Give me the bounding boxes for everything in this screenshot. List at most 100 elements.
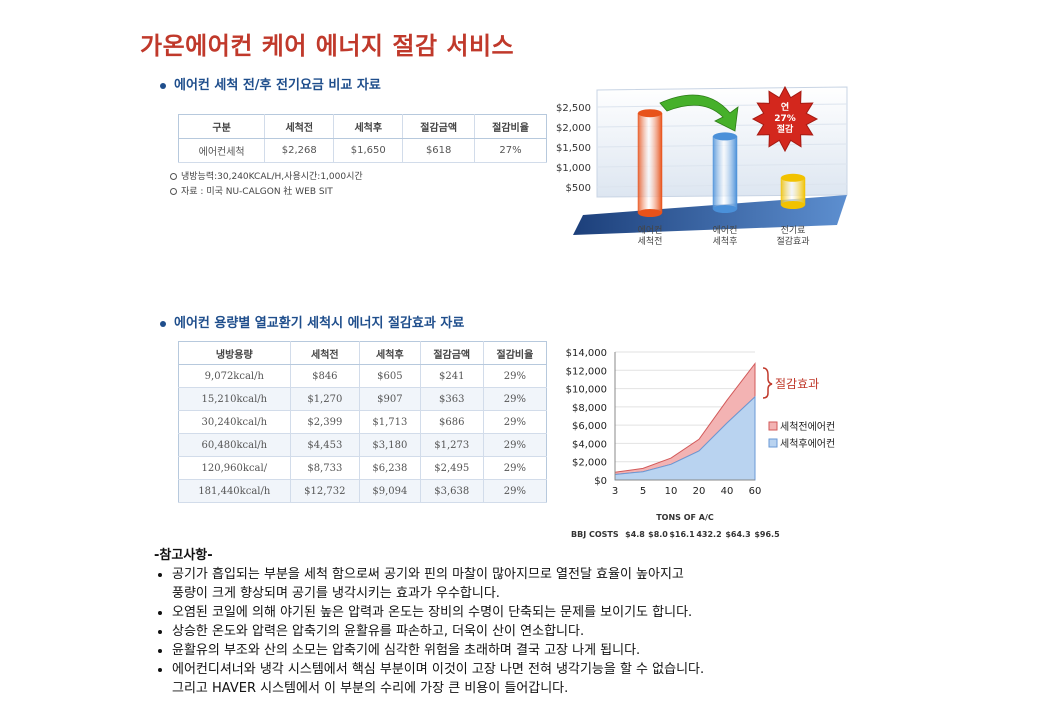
table-cell: $618 — [402, 138, 475, 163]
y-tick-label: $1,500 — [556, 143, 591, 154]
table-cell: $1,270 — [289, 387, 360, 411]
x-tick-label: 10 — [665, 486, 678, 497]
bar — [780, 177, 806, 206]
reference-item: 상승한 온도와 압력은 압축기의 윤활유를 파손하고, 더욱이 산이 연소합니다… — [172, 622, 914, 641]
note-line: 자료 : 미국 NU-CALGON 社 WEB SIT — [170, 185, 363, 200]
bar-base — [781, 201, 805, 209]
table-header-cell: 절감비율 — [482, 341, 547, 365]
annotation-label: 절감효과 — [775, 377, 819, 391]
reference-list: 공기가 흡입되는 부분을 세척 함으로써 공기와 핀의 마찰이 많아지므로 열전… — [154, 565, 914, 698]
table-cell: $8,733 — [289, 456, 360, 480]
y-tick-label: $14,000 — [566, 348, 607, 359]
bbj-cost-value: 432.2 — [696, 530, 721, 539]
circle-bullet-icon — [170, 188, 177, 195]
badge-text: 절감 — [777, 123, 794, 135]
x-category-label: 세척전 — [638, 236, 663, 247]
table-row: 9,072kcal/h $846 $605 $241 29% — [178, 364, 547, 388]
y-tick-label: $12,000 — [566, 366, 607, 377]
bar-top — [713, 132, 737, 141]
table-cell: 15,210kcal/h — [178, 387, 291, 411]
y-tick-label: $2,500 — [556, 103, 591, 114]
table-cell: $1,650 — [333, 138, 403, 163]
table-cell: $241 — [419, 364, 484, 388]
table-header-cell: 절감비율 — [474, 114, 547, 139]
page-title: 가온에어컨 케어 에너지 절감 서비스 — [140, 32, 515, 60]
table-cell: 60,480kcal/h — [178, 433, 291, 457]
x-category-label: 세척후 — [713, 236, 738, 247]
table-cell: 29% — [482, 433, 547, 457]
bbj-cost-value: $64.3 — [725, 530, 750, 539]
brace-icon — [762, 367, 773, 399]
table-cell: $6,238 — [359, 456, 421, 480]
table-row: 181,440kcal/h $12,732 $9,094 $3,638 29% — [178, 479, 547, 503]
table-cell: 120,960kcal/ — [178, 456, 291, 480]
table-row: 30,240kcal/h $2,399 $1,713 $686 29% — [178, 410, 547, 434]
reference-notes: -참고사항- 공기가 흡입되는 부분을 세척 함으로써 공기와 핀의 마찰이 많… — [154, 546, 914, 698]
reference-item: 윤활유의 부조와 산의 소모는 압축기에 심각한 위험을 초래하며 결국 고장 … — [172, 641, 914, 660]
table-cell: $9,094 — [359, 479, 421, 503]
bbj-cost-value: $8.0 — [648, 530, 668, 539]
bar-top — [781, 173, 805, 182]
table-cell: $3,180 — [359, 433, 421, 457]
section1-heading-text: 에어컨 세척 전/후 전기요금 비교 자료 — [174, 78, 381, 93]
y-tick-label: $1,000 — [556, 163, 591, 174]
bbj-cost-value: $16.1 — [669, 530, 695, 539]
reference-item: 공기가 흡입되는 부분을 세척 함으로써 공기와 핀의 마찰이 많아지므로 열전… — [172, 565, 914, 603]
reference-item: 오염된 코일에 의해 야기된 높은 압력과 온도는 장비의 수명이 단축되는 문… — [172, 603, 914, 622]
bar-base — [638, 209, 662, 217]
x-tick-label: 60 — [749, 486, 762, 497]
bbj-cost-value: $4.8 — [625, 530, 645, 539]
x-axis-label: TONS OF A/C — [656, 513, 714, 522]
y-tick-label: $10,000 — [566, 385, 607, 396]
bbj-costs-label: BBJ COSTS — [571, 530, 619, 539]
chart-floor — [573, 195, 847, 235]
green-arrow-icon — [659, 94, 739, 132]
bbj-cost-value: $96.5 — [754, 530, 780, 539]
table-cell: 29% — [482, 456, 547, 480]
table-cell: $846 — [289, 364, 360, 388]
section2-heading-text: 에어컨 용량별 열교환기 세척시 에너지 절감효과 자료 — [174, 316, 465, 331]
table-cell: $2,268 — [264, 138, 334, 163]
table-notes: 냉방능력:30,240KCAL/H,사용시간:1,000시간 자료 : 미국 N… — [170, 170, 363, 200]
table-header-cell: 냉방용량 — [178, 341, 291, 365]
badge-text: 연 — [781, 102, 789, 113]
y-tick-label: $0 — [594, 476, 607, 487]
y-tick-label: $2,000 — [572, 458, 607, 469]
x-tick-label: 20 — [693, 486, 706, 497]
table-cell: $4,453 — [289, 433, 360, 457]
table-header-cell: 구분 — [178, 114, 265, 139]
bar-chart: $500$1,000$1,500$2,000$2,500에어컨세척전에어컨세척후… — [556, 85, 848, 247]
table-cell: 29% — [482, 479, 547, 503]
table-cell: $605 — [359, 364, 421, 388]
table-cell: $907 — [359, 387, 421, 411]
table-cell: $2,399 — [289, 410, 360, 434]
table-cell: 181,440kcal/h — [178, 479, 291, 503]
table-cell: 30,240kcal/h — [178, 410, 291, 434]
table-cell: $1,713 — [359, 410, 421, 434]
badge-text: 27% — [774, 114, 796, 124]
table-header-cell: 세척후 — [333, 114, 403, 139]
x-category-label: 에어컨 — [713, 225, 738, 236]
table-cell: 29% — [482, 387, 547, 411]
x-category-label: 절감효과 — [776, 235, 809, 247]
table-cell: $686 — [419, 410, 484, 434]
x-tick-label: 40 — [721, 486, 734, 497]
table-cell: 29% — [482, 410, 547, 434]
bar-base — [713, 205, 737, 213]
capacity-savings-table: 냉방용량 세척전 세척후 절감금액 절감비율 9,072kcal/h $846 $605 $2… — [178, 341, 547, 503]
x-tick-label: 5 — [640, 486, 646, 497]
legend-swatch — [768, 421, 778, 431]
table-cell: 29% — [482, 364, 547, 388]
y-tick-label: $2,000 — [556, 123, 591, 134]
y-tick-label: $6,000 — [572, 421, 607, 432]
cost-comparison-table: 구분 세척전 세척후 절감금액 절감비율 에어컨세척 $2,268 $1,650 $618 27… — [178, 114, 547, 163]
table-cell: 에어컨세척 — [178, 138, 265, 163]
table-cell: $12,732 — [289, 479, 360, 503]
area-chart: $0 $2,000 $4,000 $6,000 $8,000 $10,000 $12,000… — [566, 348, 836, 539]
x-category-label: 전기료 — [781, 225, 806, 236]
table-header-cell: 세척후 — [359, 341, 421, 365]
table-row: 에어컨세척 $2,268 $1,650 $618 27% — [178, 138, 547, 163]
table-cell: 9,072kcal/h — [178, 364, 291, 388]
table-cell: 27% — [474, 138, 547, 163]
table-header-cell: 세척전 — [289, 341, 360, 365]
